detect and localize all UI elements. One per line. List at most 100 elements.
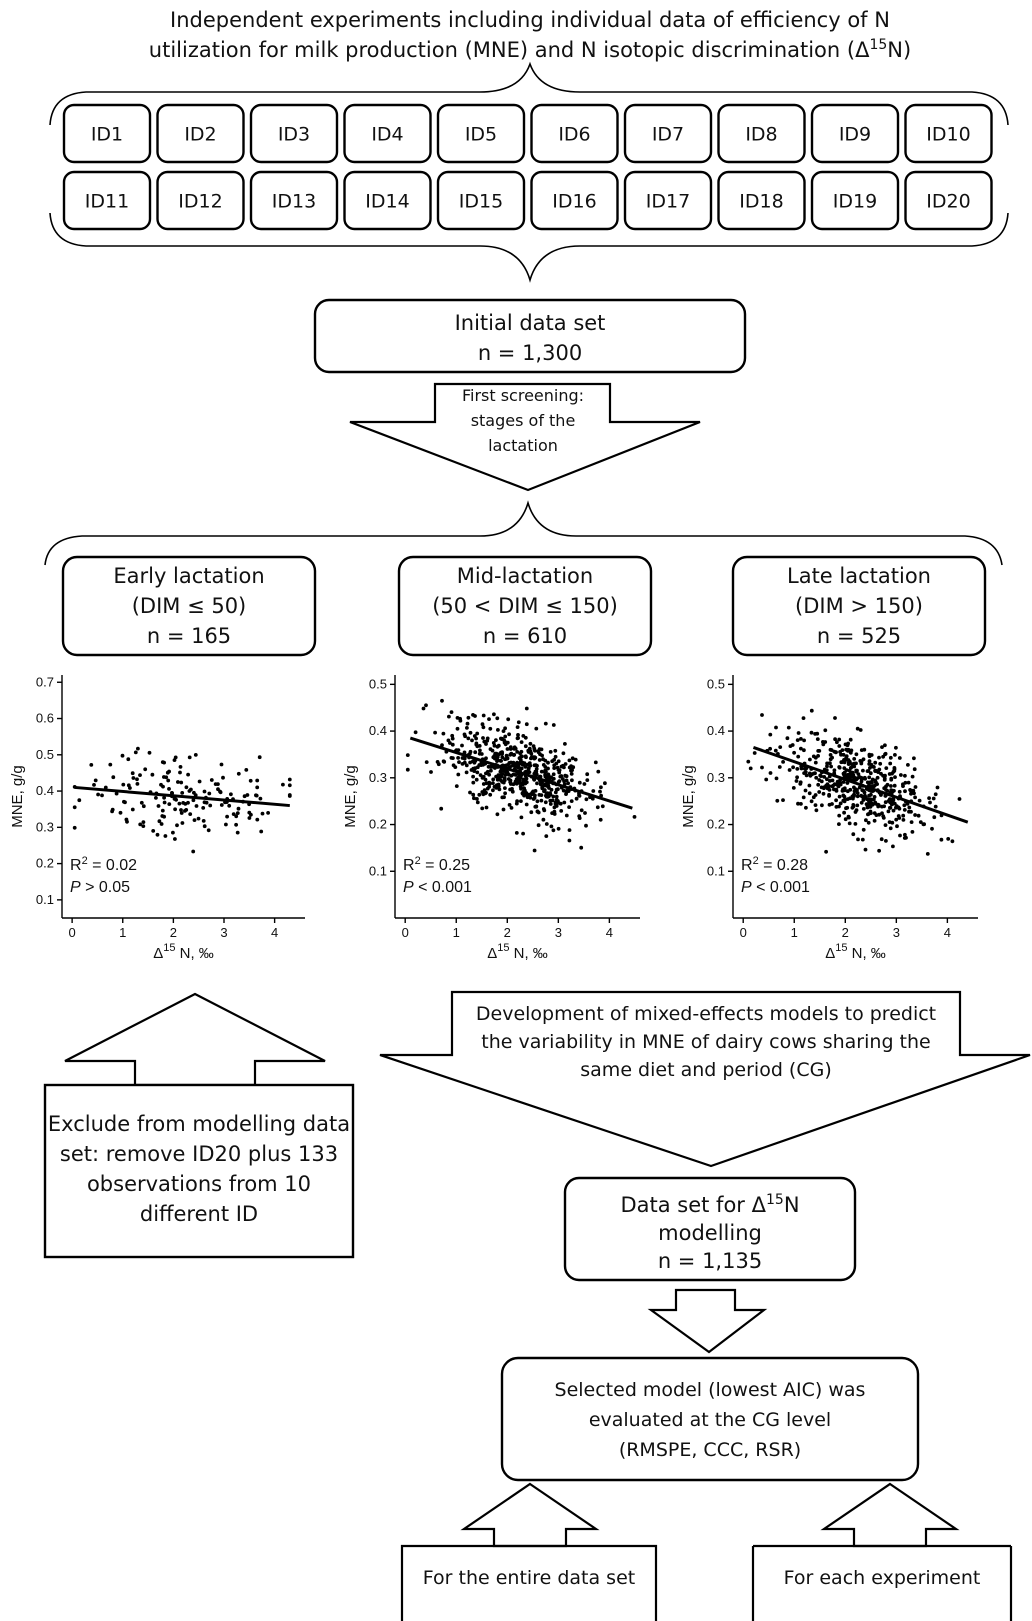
data-point [501, 729, 506, 733]
data-point [188, 812, 193, 816]
data-point [569, 764, 573, 769]
data-point [156, 804, 161, 808]
data-point [828, 757, 833, 762]
data-point [450, 733, 455, 738]
data-point [539, 798, 544, 803]
data-point [108, 762, 113, 767]
data-point [790, 743, 795, 747]
data-point [123, 800, 127, 805]
data-point [515, 799, 519, 804]
data-point [868, 771, 873, 776]
data-point [489, 768, 493, 773]
data-point [855, 803, 860, 808]
data-point [433, 730, 437, 735]
data-point [869, 762, 874, 767]
exclude-up-arrow [64, 992, 326, 1087]
experiment-label-1: ID1 [91, 124, 123, 146]
data-point [918, 820, 923, 824]
data-point [574, 796, 579, 801]
screening-line-3: lactation [488, 436, 558, 455]
x-tick-label: 4 [606, 925, 613, 940]
data-point [885, 782, 890, 787]
data-point [481, 725, 486, 730]
mid-lactation-scatter: 0.1 0.2 0.3 0.4 0.5 0 1 2 3 4 Δ15 N, ‰ MNE, g/g R2 =… [342, 675, 640, 962]
data-point [593, 760, 598, 765]
experiment-box-18 [717, 170, 806, 231]
data-point [847, 815, 851, 820]
data-point [442, 759, 447, 764]
experiment-box-20 [904, 170, 993, 231]
experiment-label-2: ID2 [184, 124, 216, 146]
data-point [502, 795, 506, 800]
data-point [559, 764, 564, 769]
data-point [554, 761, 559, 766]
data-point [867, 759, 872, 763]
data-point [809, 730, 814, 735]
data-point [516, 733, 520, 737]
y-tick-label: 0.5 [707, 676, 725, 691]
x-tick-label: 0 [402, 925, 409, 940]
data-point [847, 759, 852, 764]
data-point [519, 740, 524, 744]
x-tick-label: 1 [791, 925, 798, 940]
data-point [234, 814, 239, 819]
data-point [519, 815, 524, 820]
mid-lactation-box [397, 555, 653, 657]
data-point [526, 766, 531, 771]
data-point [545, 791, 549, 796]
data-point [139, 800, 144, 805]
data-point [851, 832, 856, 837]
experiment-box-7 [623, 103, 713, 164]
mid-lactation-dim: (50 < DIM ≤ 150) [432, 594, 618, 618]
data-point [764, 777, 769, 782]
data-point [487, 772, 491, 777]
data-point [529, 810, 534, 815]
data-point [933, 804, 938, 809]
data-point [884, 766, 889, 770]
data-point [524, 769, 528, 774]
data-point [481, 762, 485, 767]
experiment-label-10: ID10 [926, 124, 970, 146]
data-point [524, 722, 529, 727]
data-point [208, 803, 213, 808]
data-point [175, 823, 179, 828]
data-point [484, 805, 489, 810]
data-point [600, 804, 605, 809]
data-point [795, 738, 800, 742]
x-axis-label: Δ15 N, ‰ [825, 942, 886, 962]
data-point [598, 817, 603, 822]
data-point [827, 802, 832, 807]
data-point [902, 836, 907, 840]
late-lactation-box [731, 555, 987, 657]
data-point [521, 789, 526, 794]
data-point [136, 746, 140, 751]
data-point [893, 753, 897, 757]
data-point [906, 763, 910, 767]
data-point [856, 837, 860, 842]
data-point [552, 766, 557, 770]
y-tick-label: 0.1 [707, 863, 725, 878]
data-point [933, 792, 938, 797]
data-point [524, 706, 529, 711]
data-point [547, 794, 551, 799]
data-point [863, 847, 868, 852]
data-point [507, 761, 512, 765]
data-point [249, 812, 253, 817]
data-point [114, 791, 119, 796]
data-point [799, 802, 803, 806]
data-point [535, 799, 540, 804]
early-lactation-scatter: 0.1 0.2 0.3 0.4 0.5 0.6 0.7 0 1 2 3 4 Δ15 N, ‰ MNE, g… [9, 674, 305, 962]
data-point [845, 743, 850, 748]
data-point [843, 758, 848, 763]
data-point [235, 811, 240, 815]
data-point [435, 760, 440, 764]
data-point [827, 792, 831, 797]
data-point [487, 784, 491, 789]
experiment-label-15: ID15 [459, 191, 503, 213]
data-point [883, 743, 887, 748]
data-point [867, 799, 871, 804]
data-point [533, 793, 537, 798]
experiment-box-9 [810, 103, 900, 164]
data-point [559, 809, 564, 813]
data-point [187, 755, 192, 760]
